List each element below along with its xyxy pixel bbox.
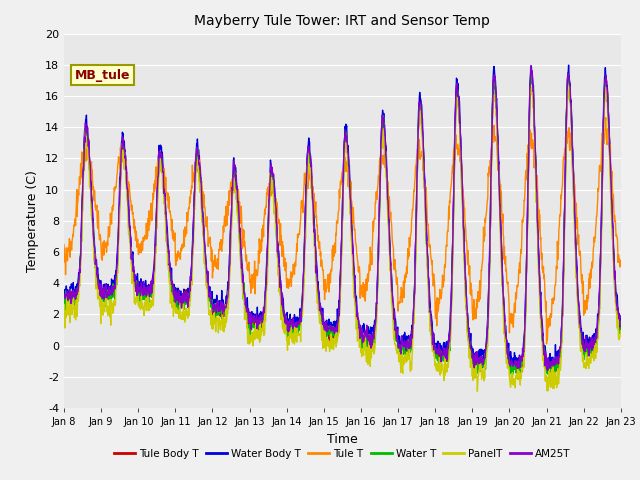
Tule Body T (60, 289, 68, 295)
AM25T (616, 324, 624, 329)
AM25T (501, 329, 509, 335)
Water T (527, 72, 535, 78)
Tule T (184, 218, 191, 224)
PanelT (474, 388, 481, 394)
Water Body T (246, 310, 254, 315)
PanelT (429, 349, 436, 355)
PanelT (60, 304, 68, 310)
Line: Water Body T: Water Body T (64, 65, 620, 369)
AM25T (544, 368, 552, 373)
Title: Mayberry Tule Tower: IRT and Sensor Temp: Mayberry Tule Tower: IRT and Sensor Temp (195, 14, 490, 28)
Tule Body T (551, 369, 559, 374)
AM25T (60, 294, 68, 300)
Water Body T (545, 366, 553, 372)
PanelT (551, 370, 559, 375)
Tule Body T (501, 328, 509, 334)
Tule Body T (170, 291, 178, 297)
X-axis label: Time: Time (327, 432, 358, 445)
Tule Body T (184, 294, 191, 300)
Water Body T (551, 358, 559, 364)
Tule T (551, 285, 559, 291)
PanelT (502, 343, 509, 348)
Tule T (543, 341, 550, 347)
Water Body T (616, 317, 624, 323)
AM25T (184, 304, 191, 310)
Water Body T (184, 286, 191, 291)
AM25T (246, 321, 254, 326)
PanelT (170, 300, 178, 306)
Tule Body T (527, 68, 535, 74)
Tule Body T (513, 375, 520, 381)
Tule Body T (246, 316, 254, 322)
Line: Tule T: Tule T (64, 118, 620, 344)
Water T (170, 300, 178, 306)
Water T (246, 322, 254, 328)
Text: MB_tule: MB_tule (75, 69, 131, 82)
Tule T (602, 115, 609, 120)
Water T (60, 300, 68, 306)
AM25T (429, 341, 436, 347)
Tule T (616, 258, 624, 264)
Line: Tule Body T: Tule Body T (64, 71, 620, 378)
Tule T (429, 273, 436, 279)
AM25T (527, 63, 534, 69)
Water T (501, 332, 509, 338)
PanelT (566, 84, 573, 89)
AM25T (170, 291, 178, 297)
PanelT (616, 328, 624, 334)
Tule T (170, 238, 178, 244)
Water Body T (564, 62, 572, 68)
Water Body T (60, 300, 68, 306)
Tule Body T (616, 325, 624, 331)
Water Body T (501, 327, 509, 333)
Line: PanelT: PanelT (64, 86, 620, 391)
Water T (616, 326, 624, 332)
Legend: Tule Body T, Water Body T, Tule T, Water T, PanelT, AM25T: Tule Body T, Water Body T, Tule T, Water… (110, 444, 575, 463)
PanelT (246, 332, 254, 338)
Tule Body T (429, 330, 436, 336)
AM25T (551, 361, 559, 367)
Water T (184, 300, 191, 306)
Line: Water T: Water T (64, 75, 620, 378)
PanelT (184, 315, 191, 321)
Tule T (501, 258, 509, 264)
Y-axis label: Temperature (C): Temperature (C) (26, 170, 40, 272)
Water T (514, 375, 522, 381)
Water Body T (170, 284, 178, 290)
Water T (551, 363, 559, 369)
Tule T (246, 280, 254, 286)
Water T (429, 344, 436, 350)
Water Body T (429, 329, 436, 335)
Line: AM25T: AM25T (64, 66, 620, 371)
Tule T (60, 242, 68, 248)
